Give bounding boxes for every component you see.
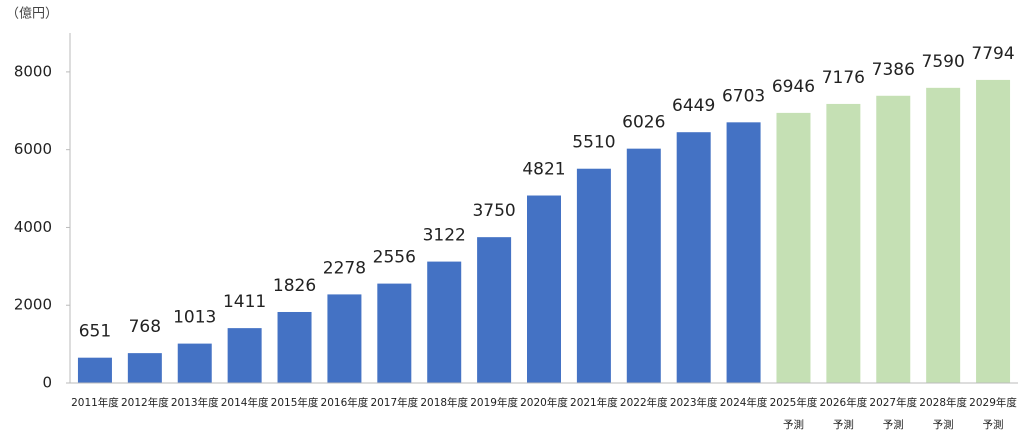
value-label: 7590 [922, 52, 965, 72]
y-unit-label: （億円） [6, 6, 58, 22]
x-tick-label: 予測 [883, 418, 904, 431]
y-tick-label: 4000 [14, 218, 52, 236]
y-tick-label: 2000 [14, 296, 52, 314]
x-tick-label: 2015年度 [271, 396, 319, 409]
value-label: 7176 [822, 68, 865, 88]
x-tick-label: 2012年度 [121, 396, 169, 409]
bar [427, 261, 462, 383]
value-label: 4821 [522, 160, 565, 180]
x-tick-label: 2025年度 [770, 396, 818, 409]
bar [177, 343, 212, 383]
value-label: 1411 [223, 292, 266, 312]
bar [477, 237, 512, 383]
x-tick-label: 2017年度 [370, 396, 418, 409]
x-tick-label: 2028年度 [919, 396, 967, 409]
value-label: 2278 [323, 258, 366, 278]
x-tick-label: 2021年度 [570, 396, 618, 409]
value-label: 7794 [971, 44, 1014, 64]
bar [976, 79, 1011, 384]
value-label: 3750 [472, 201, 515, 221]
bar [127, 353, 162, 383]
value-label: 2556 [373, 248, 416, 268]
value-label: 3122 [423, 226, 466, 246]
x-tick-label: 2026年度 [820, 396, 868, 409]
x-tick-label: 2013年度 [171, 396, 219, 409]
bar [277, 311, 312, 383]
bar [626, 148, 661, 383]
x-tick-label: 2020年度 [520, 396, 568, 409]
x-tick-label: 2011年度 [71, 396, 119, 409]
value-label: 6946 [772, 77, 815, 97]
value-label: 6026 [622, 113, 665, 133]
y-tick-label: 8000 [14, 62, 52, 80]
bar [726, 122, 761, 384]
x-tick-label: 予測 [783, 418, 804, 431]
x-tick-label: 2029年度 [969, 396, 1017, 409]
value-label: 5510 [572, 133, 615, 153]
bar [926, 87, 961, 383]
bar [227, 328, 262, 383]
x-tick-label: 2014年度 [221, 396, 269, 409]
value-label: 6703 [722, 86, 765, 106]
value-label: 651 [79, 322, 111, 342]
x-tick-label: 2016年度 [321, 396, 369, 409]
bar [826, 103, 861, 383]
x-tick-label: 予測 [983, 418, 1004, 431]
value-label: 1826 [273, 276, 316, 296]
value-label: 1013 [173, 308, 216, 328]
value-label: 768 [129, 317, 161, 337]
x-tick-label: 2024年度 [720, 396, 768, 409]
value-label: 7386 [872, 60, 915, 80]
bar [876, 95, 911, 384]
bar [377, 283, 412, 383]
bar [576, 168, 611, 383]
bar [676, 132, 711, 383]
bar [527, 195, 561, 383]
x-tick-label: 予測 [833, 418, 854, 431]
y-tick-label: 6000 [14, 140, 52, 158]
x-tick-label: 2018年度 [420, 396, 468, 409]
x-tick-label: 2022年度 [620, 396, 668, 409]
x-tick-label: 2019年度 [470, 396, 518, 409]
bar [77, 357, 112, 383]
value-label: 6449 [672, 96, 715, 116]
x-tick-label: 2027年度 [869, 396, 917, 409]
bar [327, 294, 362, 383]
x-tick-label: 予測 [933, 418, 954, 431]
x-tick-label: 2023年度 [670, 396, 718, 409]
bar [776, 112, 811, 383]
y-tick-label: 0 [42, 374, 52, 392]
